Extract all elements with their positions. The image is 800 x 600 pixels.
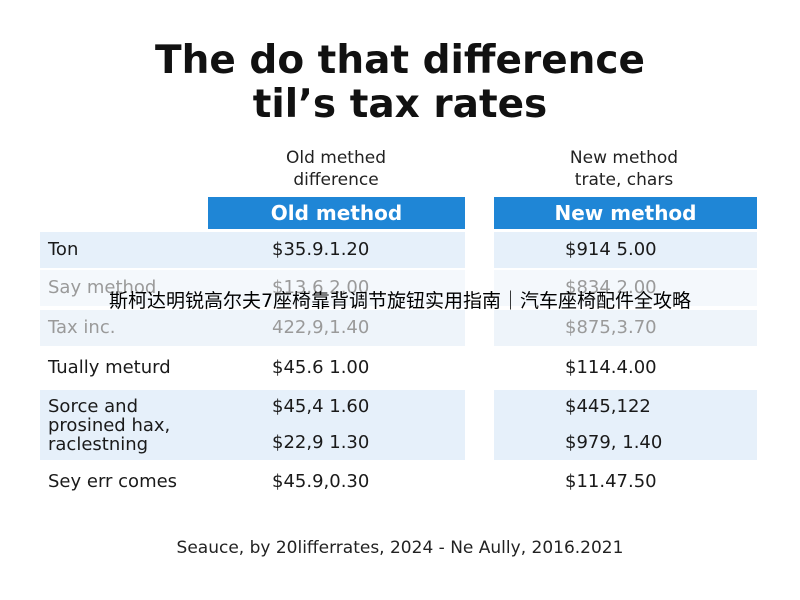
- row-background: [40, 350, 757, 386]
- row-label: prosined hax,: [48, 414, 171, 436]
- new-value: $834 2.00: [565, 277, 657, 298]
- row-label: Sorce and: [48, 395, 138, 417]
- old-value: $45,4 1.60: [272, 396, 370, 417]
- new-value: $875,3.70: [565, 317, 657, 338]
- source-note: Seauce, by 20lifferrates, 2024 - Ne Aull…: [176, 538, 624, 558]
- new-value: $979, 1.40: [565, 432, 663, 453]
- old-value: $35.9.1.20: [272, 239, 370, 260]
- overlay-caption: 斯柯达明锐高尔夫7座椅靠背调节旋钮实用指南｜汽车座椅配件全攻略: [108, 290, 692, 312]
- column-gap: [465, 464, 494, 500]
- title-line: The do that difference: [155, 38, 645, 83]
- column-header: New method: [494, 197, 757, 229]
- old-value: $45.6 1.00: [272, 357, 370, 378]
- row-background: [40, 270, 757, 306]
- column-gap: [465, 232, 494, 268]
- column-gap: [465, 390, 494, 460]
- new-value: $11.47.50: [565, 471, 657, 492]
- row-background: [40, 390, 757, 460]
- column-header: Old method: [208, 197, 465, 229]
- row-background: [40, 464, 757, 500]
- column-gap: [465, 310, 494, 346]
- column-subhead: trate, chars: [574, 170, 674, 190]
- row-label: raclestning: [48, 433, 149, 455]
- new-value: $445,122: [565, 396, 651, 417]
- title-line: til’s tax rates: [252, 82, 548, 127]
- row-label: Tually meturd: [48, 357, 171, 378]
- row-label: Sey err comes: [48, 471, 178, 492]
- row-background: [40, 232, 757, 268]
- old-value: $22,9 1.30: [272, 432, 370, 453]
- column-subhead: Old methed: [285, 148, 386, 168]
- old-value: $45.9,0.30: [272, 471, 370, 492]
- column-subhead: New method: [569, 148, 679, 168]
- column-subhead: difference: [293, 170, 379, 190]
- new-value: $114.4.00: [565, 357, 657, 378]
- new-value: $914 5.00: [565, 239, 657, 260]
- row-label: Tax inc.: [48, 317, 116, 338]
- old-value: $13.6 2.00: [272, 277, 370, 298]
- old-value: 422,9,1.40: [272, 317, 370, 338]
- column-gap: [465, 350, 494, 386]
- row-label: Say method: [48, 277, 157, 298]
- row-label: Ton: [48, 239, 79, 260]
- column-gap: [465, 270, 494, 306]
- row-background: [40, 310, 757, 346]
